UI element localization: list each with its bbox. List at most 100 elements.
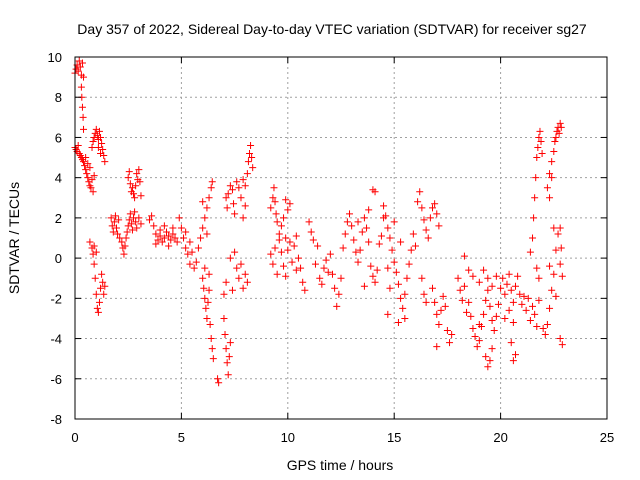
data-point bbox=[245, 150, 253, 158]
data-point bbox=[411, 242, 419, 250]
data-point bbox=[552, 246, 560, 254]
data-point bbox=[205, 270, 213, 278]
data-point bbox=[158, 238, 166, 246]
data-point bbox=[208, 345, 216, 353]
data-point bbox=[333, 302, 341, 310]
data-point bbox=[501, 314, 509, 322]
data-point bbox=[443, 327, 451, 335]
data-point bbox=[369, 272, 377, 280]
axis-tick-labels: 0 5 10 15 20 25 -8 -6 -4 -2 0 2 4 6 8 10 bbox=[48, 50, 615, 445]
data-point bbox=[114, 230, 122, 238]
data-point bbox=[480, 266, 488, 274]
data-point bbox=[269, 260, 277, 268]
data-point bbox=[133, 224, 141, 232]
data-point bbox=[132, 218, 140, 226]
data-point bbox=[207, 184, 215, 192]
data-point bbox=[231, 248, 239, 256]
x-axis-label: GPS time / hours bbox=[287, 457, 394, 473]
data-point bbox=[356, 246, 364, 254]
data-point bbox=[100, 290, 108, 298]
data-point bbox=[156, 232, 164, 240]
data-point bbox=[437, 306, 445, 314]
data-point bbox=[131, 208, 139, 216]
data-point bbox=[120, 250, 128, 258]
data-point bbox=[529, 234, 537, 242]
data-point bbox=[145, 216, 153, 224]
data-point bbox=[441, 302, 449, 310]
data-point bbox=[482, 296, 490, 304]
data-point bbox=[277, 222, 285, 230]
data-point bbox=[505, 306, 513, 314]
data-point bbox=[82, 154, 90, 162]
data-point bbox=[352, 248, 360, 256]
data-point bbox=[97, 133, 105, 141]
data-point bbox=[371, 278, 379, 286]
data-point bbox=[197, 234, 205, 242]
data-point bbox=[273, 218, 281, 226]
data-point bbox=[205, 286, 213, 294]
data-point bbox=[123, 228, 131, 236]
data-point bbox=[520, 292, 528, 300]
data-point bbox=[550, 224, 558, 232]
data-point bbox=[126, 210, 134, 218]
data-point bbox=[380, 202, 388, 210]
plot-frame bbox=[74, 56, 608, 420]
data-point bbox=[533, 264, 541, 272]
data-point bbox=[208, 178, 216, 186]
data-point bbox=[492, 312, 500, 320]
data-point bbox=[418, 274, 426, 282]
data-point bbox=[394, 280, 402, 288]
data-point bbox=[433, 210, 441, 218]
data-point bbox=[220, 290, 228, 298]
data-point bbox=[194, 244, 202, 252]
y-axis-label: SDTVAR / TECUs bbox=[6, 182, 22, 294]
data-point bbox=[133, 170, 141, 178]
data-point bbox=[558, 272, 566, 280]
data-point bbox=[184, 250, 192, 258]
data-point bbox=[109, 228, 117, 236]
data-point bbox=[98, 270, 106, 278]
data-point bbox=[199, 274, 207, 282]
data-point bbox=[270, 184, 278, 192]
data-point bbox=[201, 264, 209, 272]
data-point bbox=[275, 230, 283, 238]
data-point bbox=[94, 144, 102, 151]
data-point bbox=[309, 236, 317, 244]
data-point bbox=[435, 320, 443, 328]
data-point bbox=[348, 222, 356, 230]
data-point bbox=[80, 158, 88, 166]
data-point bbox=[365, 206, 373, 214]
data-point bbox=[221, 331, 229, 339]
data-point bbox=[384, 224, 392, 232]
data-point bbox=[244, 158, 252, 166]
data-point bbox=[556, 260, 564, 268]
data-point bbox=[331, 284, 339, 292]
data-point bbox=[228, 186, 236, 194]
data-point bbox=[532, 174, 540, 182]
data-point bbox=[177, 224, 185, 232]
data-point bbox=[558, 341, 566, 349]
y-tick-label: -4 bbox=[50, 332, 62, 347]
data-point bbox=[482, 353, 490, 361]
data-point bbox=[121, 242, 129, 250]
data-point bbox=[249, 164, 257, 172]
data-point bbox=[394, 318, 402, 326]
data-point bbox=[492, 272, 500, 280]
data-point bbox=[535, 296, 543, 304]
data-point bbox=[110, 218, 118, 226]
data-point bbox=[420, 216, 428, 224]
data-point bbox=[230, 200, 238, 208]
data-point bbox=[533, 322, 541, 330]
data-point bbox=[418, 204, 426, 212]
data-point bbox=[74, 141, 82, 149]
data-point bbox=[165, 232, 173, 240]
data-point bbox=[541, 331, 549, 339]
data-point bbox=[433, 310, 441, 318]
data-point bbox=[101, 158, 109, 166]
data-point bbox=[167, 236, 175, 244]
data-point bbox=[188, 248, 196, 256]
x-tick-label: 25 bbox=[600, 430, 614, 445]
data-point bbox=[180, 234, 188, 242]
data-point bbox=[543, 184, 551, 192]
x-tick-label: 0 bbox=[71, 430, 78, 445]
